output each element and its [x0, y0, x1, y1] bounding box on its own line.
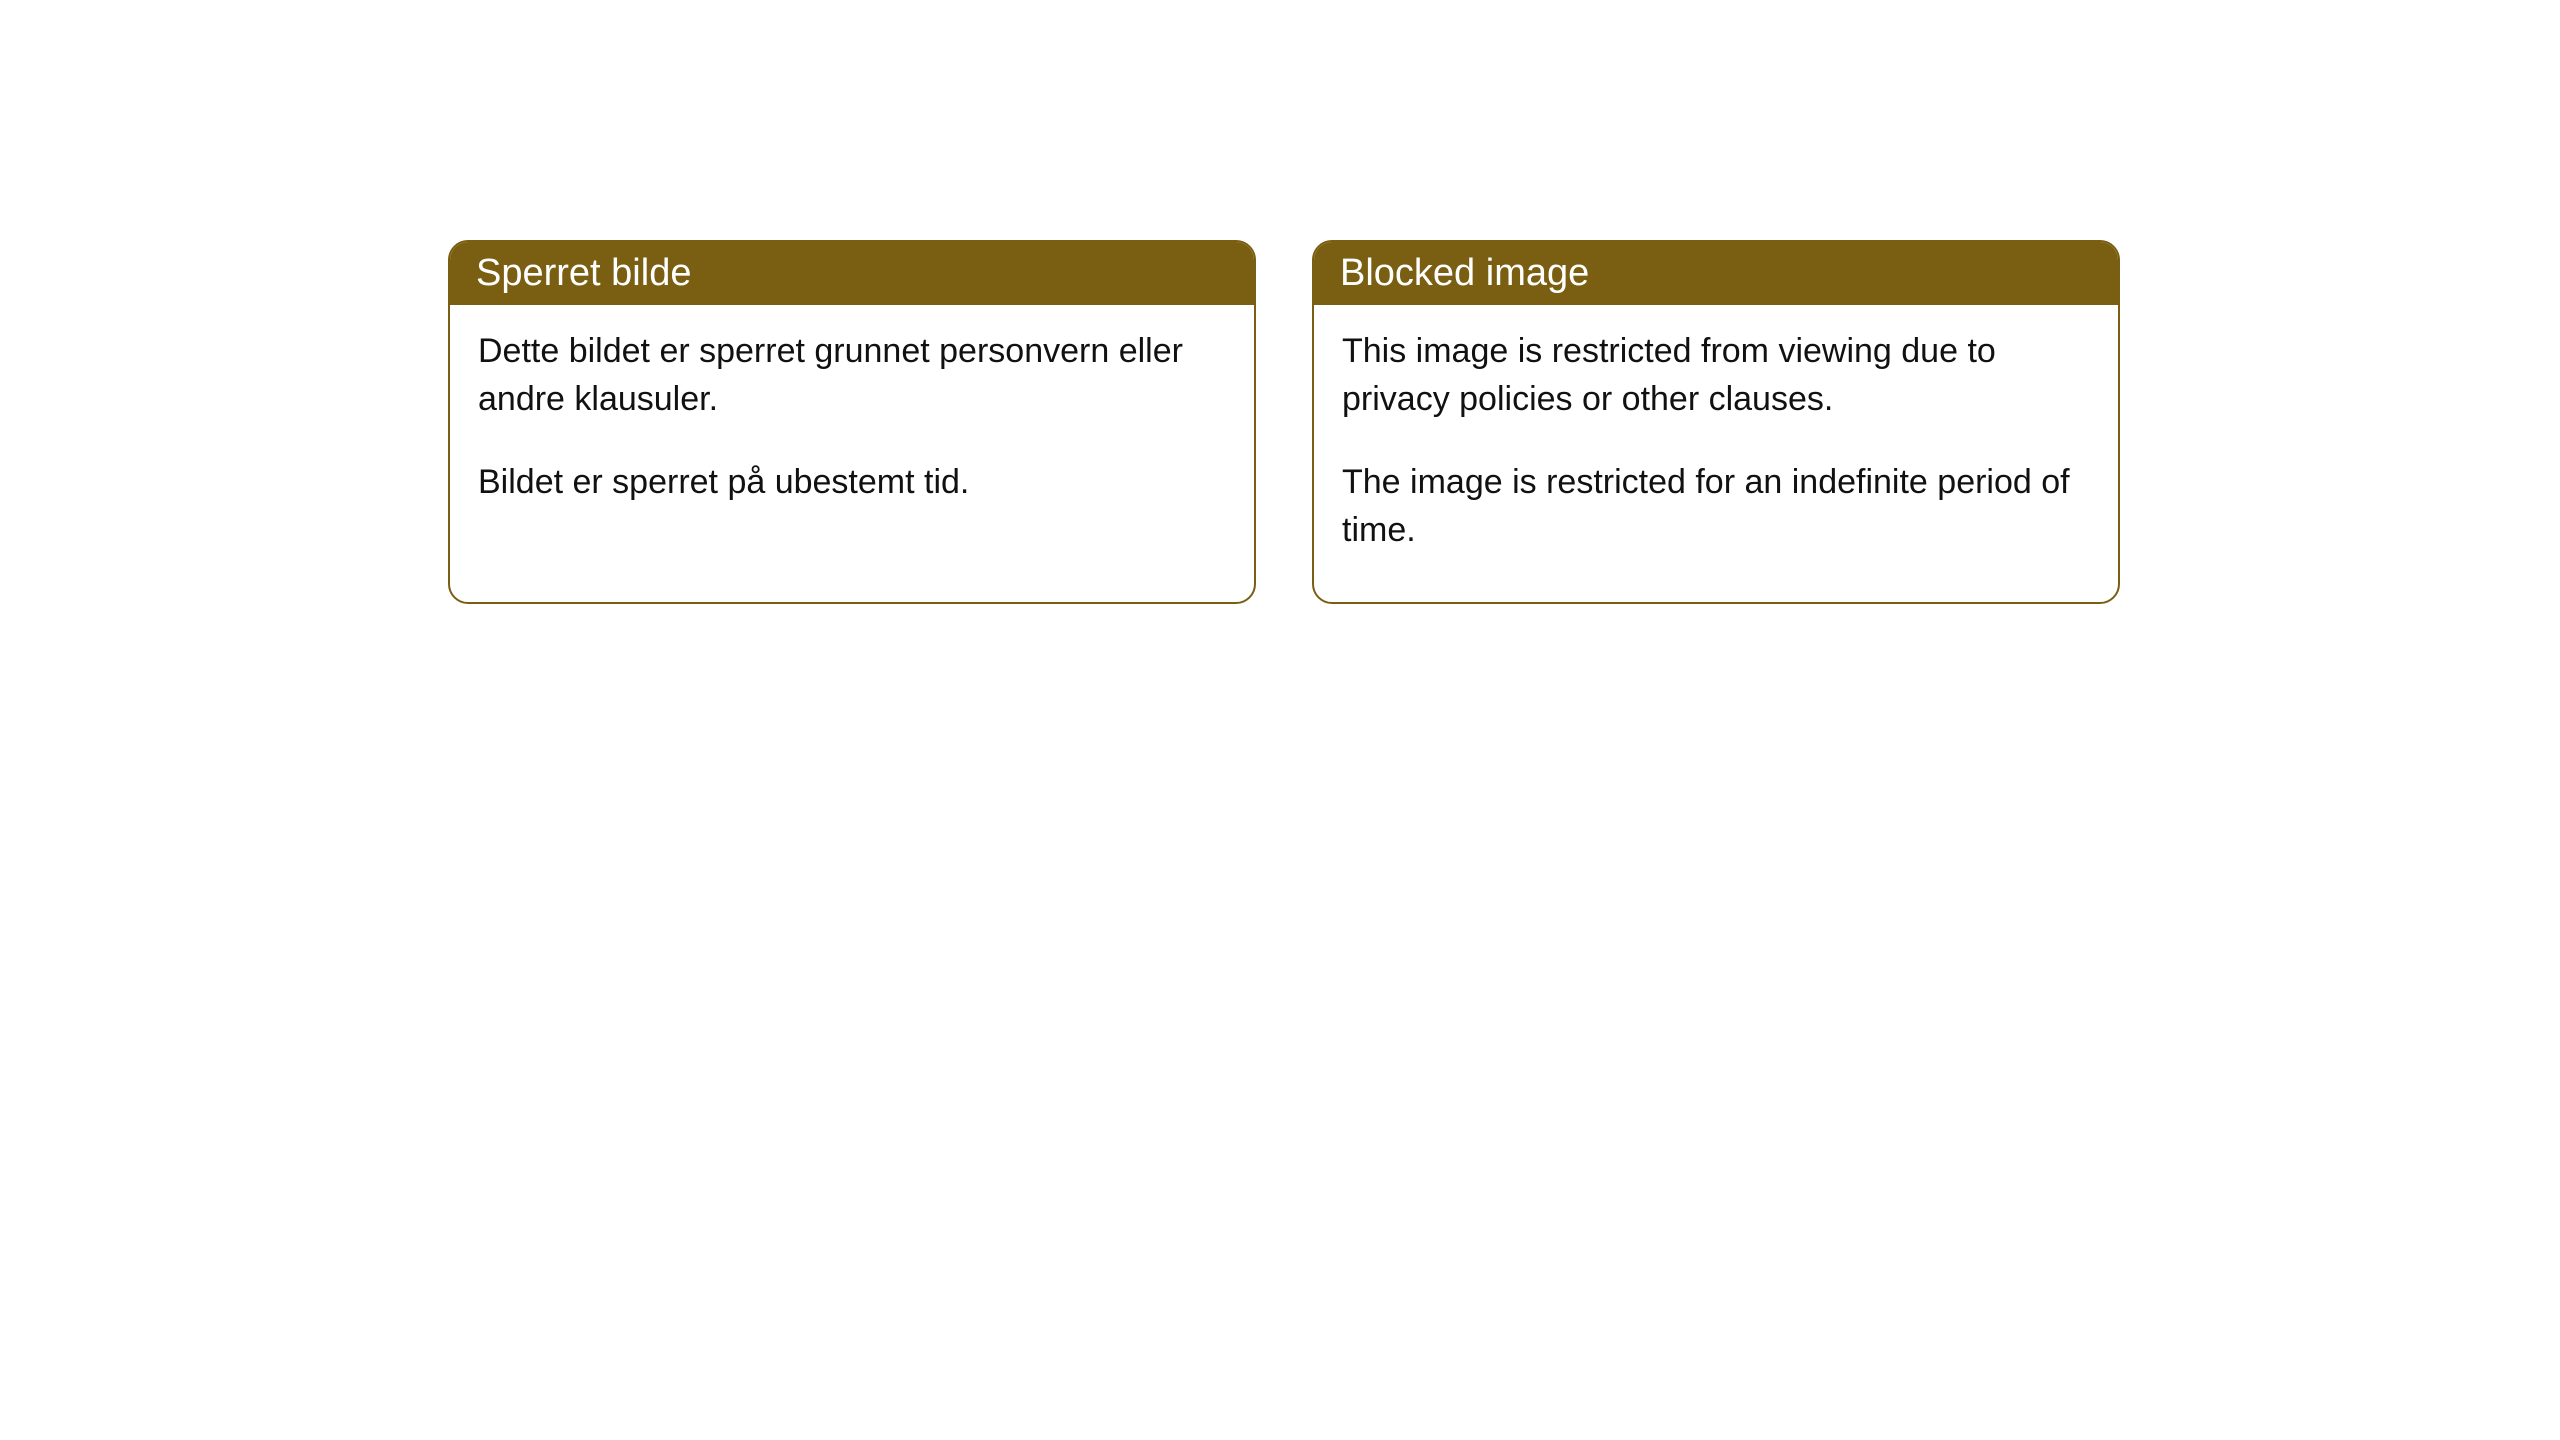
card-header: Sperret bilde	[450, 242, 1254, 305]
card-title: Blocked image	[1340, 252, 1589, 294]
notice-cards-container: Sperret bilde Dette bildet er sperret gr…	[448, 240, 2120, 604]
card-paragraph-2: The image is restricted for an indefinit…	[1342, 458, 2090, 555]
blocked-image-card-en: Blocked image This image is restricted f…	[1312, 240, 2120, 604]
card-paragraph-1: This image is restricted from viewing du…	[1342, 327, 2090, 424]
card-body: Dette bildet er sperret grunnet personve…	[450, 305, 1254, 554]
card-paragraph-1: Dette bildet er sperret grunnet personve…	[478, 327, 1226, 424]
card-paragraph-2: Bildet er sperret på ubestemt tid.	[478, 458, 1226, 506]
card-title: Sperret bilde	[476, 252, 691, 294]
card-header: Blocked image	[1314, 242, 2118, 305]
blocked-image-card-no: Sperret bilde Dette bildet er sperret gr…	[448, 240, 1256, 604]
card-body: This image is restricted from viewing du…	[1314, 305, 2118, 602]
